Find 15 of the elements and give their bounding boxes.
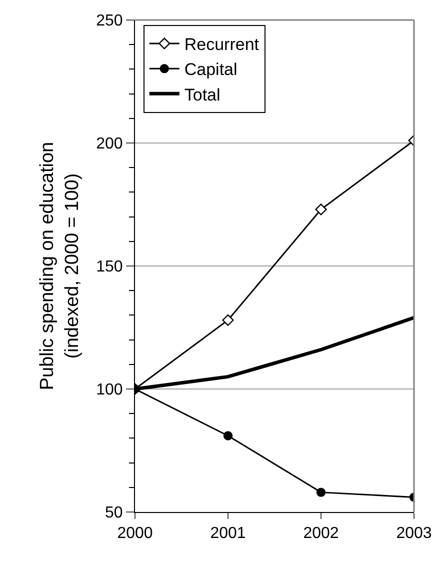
- y-tick-label: 200: [96, 136, 123, 153]
- y-tick-label: 100: [96, 382, 123, 399]
- x-tick-label: 2002: [303, 525, 339, 542]
- point: [315, 204, 327, 216]
- legend-label: Capital: [184, 60, 238, 80]
- point: [222, 314, 234, 326]
- legend-label: Recurrent: [184, 35, 260, 54]
- legend-label: Total: [184, 85, 220, 104]
- y-tick-label: 250: [96, 12, 123, 30]
- x-tick-label: 2000: [117, 525, 153, 542]
- x-tick-label: 2003: [396, 525, 432, 542]
- y-tick-label: 50: [105, 504, 123, 522]
- y-axis-title: Public spending on education (indexed, 2000 = 100): [37, 142, 83, 390]
- y-tick-label: 150: [96, 258, 123, 276]
- x-tick-label: 2001: [210, 525, 246, 542]
